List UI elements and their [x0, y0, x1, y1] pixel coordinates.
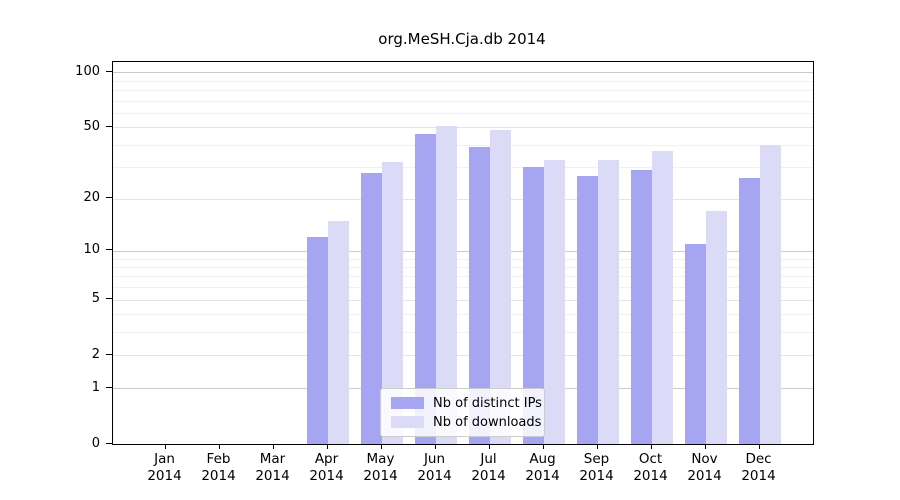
- x-axis-tick-label: Apr 2014: [309, 451, 344, 484]
- bar-downloads: [489, 130, 511, 444]
- bar-downloads: [381, 162, 403, 444]
- y-axis-tick: [106, 442, 112, 444]
- x-axis-tick: [380, 444, 382, 449]
- bar-downloads: [651, 150, 673, 444]
- legend: Nb of distinct IPs Nb of downloads: [380, 388, 545, 437]
- gridline: [113, 299, 813, 301]
- x-axis-tick: [596, 444, 598, 449]
- y-axis-tick-label: 2: [91, 346, 100, 362]
- y-axis-tick: [106, 249, 112, 251]
- bar-distinct-ips: [738, 178, 760, 444]
- gridline: [113, 198, 813, 200]
- gridline: [113, 287, 813, 289]
- x-axis-tick-label: Sep 2014: [579, 451, 614, 484]
- plot-area: [112, 61, 814, 445]
- x-axis-tick: [164, 444, 166, 449]
- x-axis-tick-label: Feb 2014: [201, 451, 236, 484]
- x-axis-tick-label: Mar 2014: [255, 451, 290, 484]
- y-axis-tick-label: 0: [91, 435, 100, 451]
- legend-item-downloads: Nb of downloads: [391, 415, 544, 430]
- y-axis-tick-label: 1: [91, 379, 100, 395]
- legend-label-distinct-ips: Nb of distinct IPs: [433, 395, 542, 411]
- bar-distinct-ips: [576, 175, 598, 444]
- legend-label-downloads: Nb of downloads: [433, 414, 542, 430]
- x-axis-tick-label: Jul 2014: [471, 451, 506, 484]
- x-axis-tick: [272, 444, 274, 449]
- legend-item-distinct-ips: Nb of distinct IPs: [391, 396, 544, 411]
- bar-downloads: [597, 159, 619, 444]
- gridline: [113, 250, 813, 252]
- x-axis-tick-label: Aug 2014: [525, 451, 560, 484]
- bar-distinct-ips: [522, 167, 544, 444]
- y-axis-tick-label: 5: [91, 291, 100, 307]
- gridline: [113, 276, 813, 278]
- legend-swatch-downloads: [391, 416, 424, 428]
- x-axis-tick-label: May 2014: [363, 451, 398, 484]
- x-axis-tick-label: Jan 2014: [147, 451, 182, 484]
- gridline: [113, 72, 813, 74]
- gridline: [113, 167, 813, 169]
- x-axis-tick-label: Dec 2014: [741, 451, 776, 484]
- bar-downloads: [327, 220, 349, 444]
- chart-title: org.MeSH.Cja.db 2014: [378, 30, 546, 48]
- x-axis-tick-label: Oct 2014: [633, 451, 668, 484]
- bar-downloads: [543, 159, 565, 444]
- x-axis-tick: [542, 444, 544, 449]
- x-axis-tick: [650, 444, 652, 449]
- gridline: [113, 314, 813, 316]
- y-axis-tick: [106, 298, 112, 300]
- x-axis-tick: [434, 444, 436, 449]
- y-axis-tick-label: 50: [83, 118, 100, 134]
- bar-downloads: [705, 211, 727, 444]
- x-axis-tick: [704, 444, 706, 449]
- gridline: [113, 332, 813, 334]
- y-axis-tick-label: 10: [83, 242, 100, 258]
- bar-distinct-ips: [684, 243, 706, 444]
- gridline: [113, 127, 813, 129]
- gridline: [113, 89, 813, 91]
- x-axis-tick: [488, 444, 490, 449]
- bar-distinct-ips: [630, 169, 652, 444]
- y-axis-tick-label: 100: [75, 63, 100, 79]
- x-axis-tick: [218, 444, 220, 449]
- bar-distinct-ips: [468, 146, 490, 444]
- gridline: [113, 112, 813, 114]
- y-axis-tick: [106, 197, 112, 199]
- bar-distinct-ips: [360, 172, 382, 444]
- y-axis-tick: [106, 70, 112, 72]
- bar-distinct-ips: [414, 133, 436, 444]
- y-axis-tick-label: 20: [83, 190, 100, 206]
- x-axis-tick: [758, 444, 760, 449]
- gridline: [113, 258, 813, 260]
- bar-downloads: [759, 144, 781, 444]
- gridline: [113, 144, 813, 146]
- y-axis-tick: [106, 386, 112, 388]
- x-axis-tick-label: Nov 2014: [687, 451, 722, 484]
- gridline: [113, 100, 813, 102]
- legend-swatch-distinct-ips: [391, 397, 424, 409]
- y-axis-tick: [106, 353, 112, 355]
- bar-distinct-ips: [306, 237, 328, 444]
- x-axis-tick-label: Jun 2014: [417, 451, 452, 484]
- y-axis-tick: [106, 125, 112, 127]
- bar-downloads: [435, 125, 457, 444]
- gridline: [113, 80, 813, 82]
- gridline: [113, 355, 813, 357]
- x-axis-tick: [326, 444, 328, 449]
- gridline: [113, 266, 813, 268]
